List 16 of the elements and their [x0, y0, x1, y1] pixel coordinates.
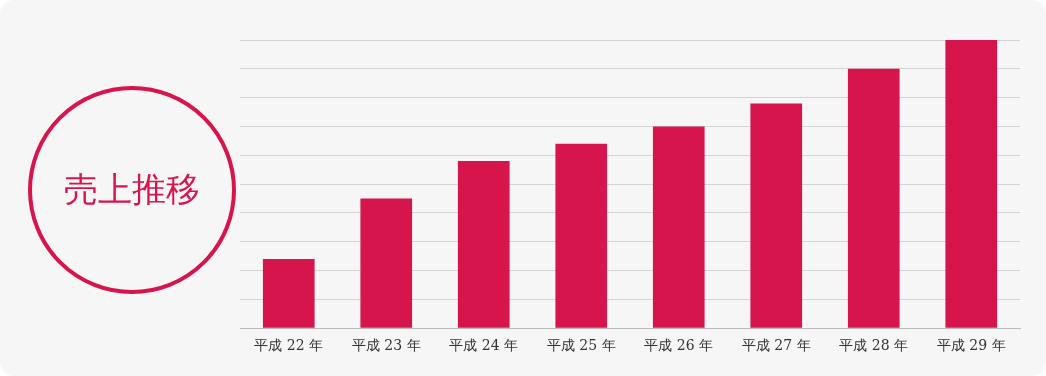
bar [262, 259, 315, 328]
bar [847, 68, 900, 328]
bar [555, 143, 608, 328]
x-tick-label: 平成 22 年 [254, 337, 324, 354]
x-tick-label: 平成 24 年 [449, 337, 519, 354]
bar [360, 198, 413, 328]
x-tick-label: 平成 28 年 [839, 337, 909, 354]
x-tick-label: 平成 23 年 [351, 337, 421, 354]
bar [457, 161, 510, 328]
bar [750, 103, 803, 328]
bar [652, 126, 705, 328]
x-tick-label: 平成 29 年 [936, 337, 1006, 354]
x-tick-label: 平成 27 年 [741, 337, 811, 354]
x-tick-label: 平成 25 年 [546, 337, 616, 354]
x-tick-label: 平成 26 年 [644, 337, 714, 354]
bar [945, 40, 998, 328]
